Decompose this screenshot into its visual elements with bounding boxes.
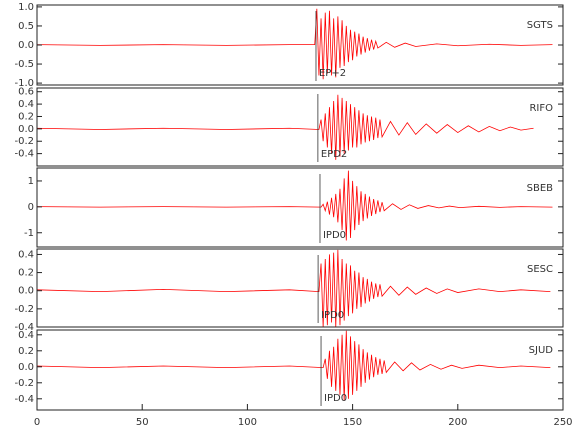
y-tick-label: -0.5 xyxy=(14,59,34,70)
y-tick-label: -1.0 xyxy=(14,78,34,89)
x-tick-label: 250 xyxy=(553,417,572,428)
y-tick-label: 0.4 xyxy=(18,249,34,260)
y-tick-label: 0.4 xyxy=(18,330,34,341)
y-tick-label: 0.2 xyxy=(18,346,34,357)
pick-label: EPD2 xyxy=(321,149,347,160)
station-label: SESC xyxy=(527,264,553,275)
station-label: SJUD xyxy=(529,345,554,356)
station-label: SGTS xyxy=(527,20,553,31)
y-tick-label: 0.0 xyxy=(18,40,34,51)
x-tick-label: 100 xyxy=(238,417,257,428)
panel-frame xyxy=(36,248,564,328)
waveform xyxy=(37,8,553,80)
x-tick-label: 200 xyxy=(448,417,467,428)
pick-label: EP+2 xyxy=(319,68,346,79)
waveform xyxy=(37,94,534,160)
panel-frame xyxy=(36,87,564,167)
y-tick-label: -0.4 xyxy=(14,394,34,405)
y-tick-label: -0.4 xyxy=(14,322,34,333)
panel-frame xyxy=(36,167,564,248)
x-tick-label: 0 xyxy=(34,417,40,428)
y-tick-label: 0.0 xyxy=(18,286,34,297)
y-tick-label: -0.2 xyxy=(14,136,34,147)
y-tick-label: 0.2 xyxy=(18,111,34,122)
y-tick-label: 0.4 xyxy=(18,99,34,110)
y-tick-label: 0.6 xyxy=(18,87,34,98)
x-tick-label: 150 xyxy=(343,417,362,428)
y-tick-label: -0.4 xyxy=(14,149,34,160)
y-tick-label: 1 xyxy=(28,176,34,187)
pick-label: IPD0 xyxy=(323,230,346,241)
y-tick-label: -1 xyxy=(24,228,34,239)
waveform xyxy=(37,249,551,327)
x-tick-label: 50 xyxy=(136,417,149,428)
waveform xyxy=(37,170,553,241)
y-tick-label: 0.0 xyxy=(18,124,34,135)
y-tick-label: -0.2 xyxy=(14,304,34,315)
station-label: SBEB xyxy=(527,183,554,194)
y-tick-label: 0.5 xyxy=(18,21,34,32)
y-tick-label: 0 xyxy=(28,202,34,213)
y-tick-label: 1.0 xyxy=(18,2,34,13)
pick-label: IPD0 xyxy=(321,310,344,321)
y-tick-label: 0.2 xyxy=(18,268,34,279)
pick-label: IPD0 xyxy=(324,393,347,404)
y-tick-label: 0.0 xyxy=(18,362,34,373)
panel-frame xyxy=(36,329,564,411)
waveform xyxy=(37,330,551,401)
station-label: RIFO xyxy=(529,103,553,114)
y-tick-label: -0.2 xyxy=(14,378,34,389)
